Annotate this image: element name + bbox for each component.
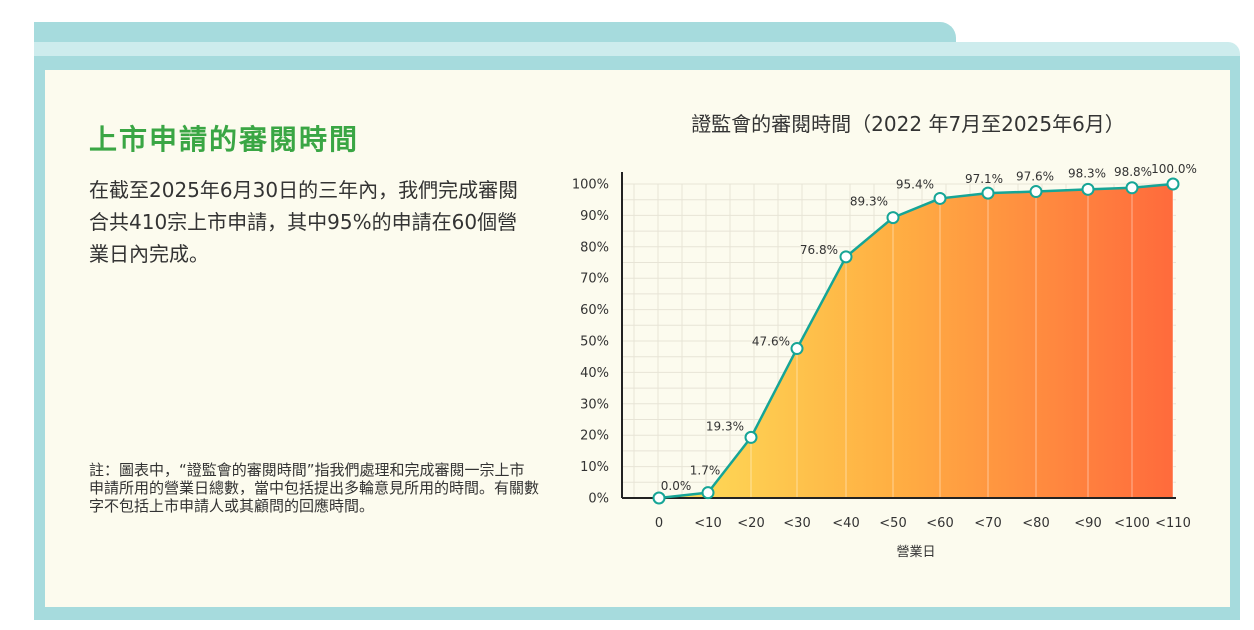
data-point [1125, 181, 1139, 195]
x-tick-label: <80 [1022, 516, 1049, 531]
section-description: 在截至2025年6月30日的三年內，我們完成審閱合共410宗上市申請，其中95%… [89, 178, 519, 266]
x-tick-label: 0 [655, 516, 663, 531]
chart-area [659, 184, 1173, 498]
series-line [658, 182, 1174, 500]
data-label: 97.6% [1016, 170, 1054, 184]
data-point [933, 191, 947, 205]
y-tick-label: 10% [580, 460, 609, 475]
data-label: 19.3% [706, 419, 744, 433]
data-point [1029, 185, 1043, 199]
y-tick-label: 50% [580, 335, 609, 350]
x-tick-label: <40 [832, 516, 859, 531]
chart-note: 註：圖表中，“證監會的審閱時間”指我們處理和完成審閱一宗上市申請所用的營業日總數… [89, 461, 540, 515]
y-tick-label: 70% [580, 272, 609, 287]
x-tick-label: <60 [926, 516, 953, 531]
y-tick-label: 90% [580, 209, 609, 224]
data-point [701, 486, 715, 500]
series-polyline [658, 182, 1174, 500]
y-tick-label: 60% [580, 303, 609, 318]
data-label: 89.3% [850, 195, 888, 209]
data-point [790, 342, 804, 356]
x-axis-label: 營業日 [896, 544, 935, 560]
x-tick-label: <30 [783, 516, 810, 531]
x-tick-label: <10 [694, 516, 721, 531]
x-axis-ticks: 0 <10 <20 <30 <40 <50 <60 <70 <80 <90 <100 <110 [655, 516, 1191, 531]
y-tick-label: 0% [588, 492, 609, 507]
data-point [981, 186, 995, 200]
y-tick-label: 80% [580, 240, 609, 255]
data-label: 1.7% [690, 464, 721, 478]
area-fill [659, 184, 1173, 498]
section-title: 上市申請的審閱時間 [89, 123, 360, 156]
data-points [652, 177, 1180, 505]
data-label: 95.4% [896, 177, 934, 191]
x-tick-label: <70 [974, 516, 1001, 531]
x-tick-label: <100 [1114, 516, 1150, 531]
data-label: 47.6% [752, 335, 790, 349]
y-tick-label: 30% [580, 397, 609, 412]
data-point [1081, 182, 1095, 196]
data-label: 98.3% [1068, 166, 1106, 180]
data-point [886, 211, 900, 225]
data-point [652, 491, 666, 505]
data-label: 97.1% [965, 172, 1003, 186]
data-label: 76.8% [800, 243, 838, 257]
chart-axes [621, 172, 1176, 499]
y-axis-ticks: 0% 10% 20% 30% 40% 50% 60% 70% 80% 90% 100% [572, 178, 609, 507]
category-dividers [707, 184, 1174, 498]
data-labels: 0.0%1.7% 19.3% 47.6% 76.8% 89.3% 95.4% 97.1% 97… [661, 162, 1197, 493]
data-point [839, 250, 853, 264]
data-point [744, 430, 758, 444]
x-tick-label: <20 [737, 516, 764, 531]
data-label: 100.0% [1151, 162, 1197, 176]
data-label: 98.8% [1114, 165, 1152, 179]
x-tick-label: <90 [1074, 516, 1101, 531]
y-tick-label: 100% [572, 178, 609, 193]
y-tick-label: 40% [580, 366, 609, 381]
data-point [1166, 177, 1180, 191]
y-tick-label: 20% [580, 429, 609, 444]
data-label: 0.0% [661, 479, 692, 493]
x-tick-label: <110 [1155, 516, 1191, 531]
x-tick-label: <50 [879, 516, 906, 531]
chart-title: 證監會的審閱時間（2022 年7月至2025年6月） [691, 112, 1125, 136]
